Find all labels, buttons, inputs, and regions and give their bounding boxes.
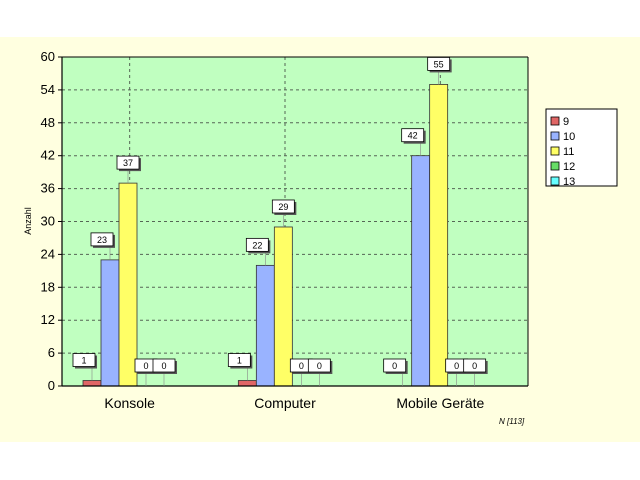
y-axis-label: Anzahl [23, 207, 33, 235]
data-label-box [271, 199, 295, 214]
data-label: 37 [123, 158, 133, 168]
bar-9-0 [82, 380, 102, 387]
data-label: 0 [392, 361, 397, 371]
legend-entry-10: 10 [563, 131, 575, 143]
data-label: 0 [454, 361, 459, 371]
y-tick-label: 54 [41, 82, 55, 97]
y-tick-label: 0 [48, 378, 55, 393]
data-label: 29 [278, 202, 288, 212]
legend-swatch-11 [550, 146, 560, 156]
data-label: 0 [472, 361, 477, 371]
data-label: 0 [317, 361, 322, 371]
bar-11-2 [429, 84, 449, 387]
bar-11-0 [118, 182, 138, 387]
y-tick-label: 42 [41, 148, 55, 163]
y-tick-label: 12 [41, 312, 55, 327]
legend-entry-11: 11 [563, 146, 574, 158]
x-category-label: Mobile Geräte [396, 395, 484, 411]
data-label: 23 [97, 235, 107, 245]
sample-size-note: N [113] [499, 417, 525, 426]
data-label: 0 [143, 361, 148, 371]
data-label-box [116, 155, 140, 170]
bar-10-2 [411, 155, 431, 387]
y-tick-label: 18 [41, 279, 55, 294]
data-label: 1 [237, 356, 242, 366]
data-label: 42 [408, 131, 418, 141]
data-label-box [383, 358, 407, 373]
legend-entry-12: 12 [563, 161, 575, 173]
legend-swatch-12 [550, 161, 560, 171]
legend-entry-13: 13 [563, 176, 575, 188]
data-label-box [427, 57, 451, 71]
data-label: 0 [299, 361, 304, 371]
data-label-box [90, 232, 114, 247]
data-label-box [152, 358, 176, 373]
y-tick-label: 36 [41, 181, 55, 196]
bar-11-1 [273, 226, 293, 387]
y-tick-label: 24 [41, 246, 55, 261]
data-label-box [72, 353, 96, 367]
data-label: 1 [81, 356, 86, 366]
data-label-box [245, 237, 269, 252]
bar-10-1 [255, 264, 275, 387]
data-label: 22 [252, 240, 262, 250]
legend-swatch-9 [550, 116, 560, 126]
x-category-label: Konsole [104, 395, 155, 411]
x-category-label: Computer [254, 395, 316, 411]
bar-9-1 [237, 380, 257, 387]
data-label-box [463, 358, 487, 373]
legend-swatch-13 [550, 176, 560, 186]
data-label-box [401, 128, 425, 143]
y-tick-label: 30 [41, 214, 55, 229]
data-label: 55 [434, 59, 444, 69]
bar-10-0 [100, 259, 120, 387]
y-tick-label: 48 [41, 115, 55, 130]
data-label-box [227, 353, 251, 367]
legend-entry-9: 9 [563, 116, 569, 128]
legend-swatch-10 [550, 131, 560, 141]
plot-area [62, 57, 528, 386]
data-label: 0 [161, 361, 166, 371]
y-tick-label: 6 [48, 345, 55, 360]
data-label-box [307, 358, 331, 373]
y-tick-label: 60 [41, 49, 55, 64]
